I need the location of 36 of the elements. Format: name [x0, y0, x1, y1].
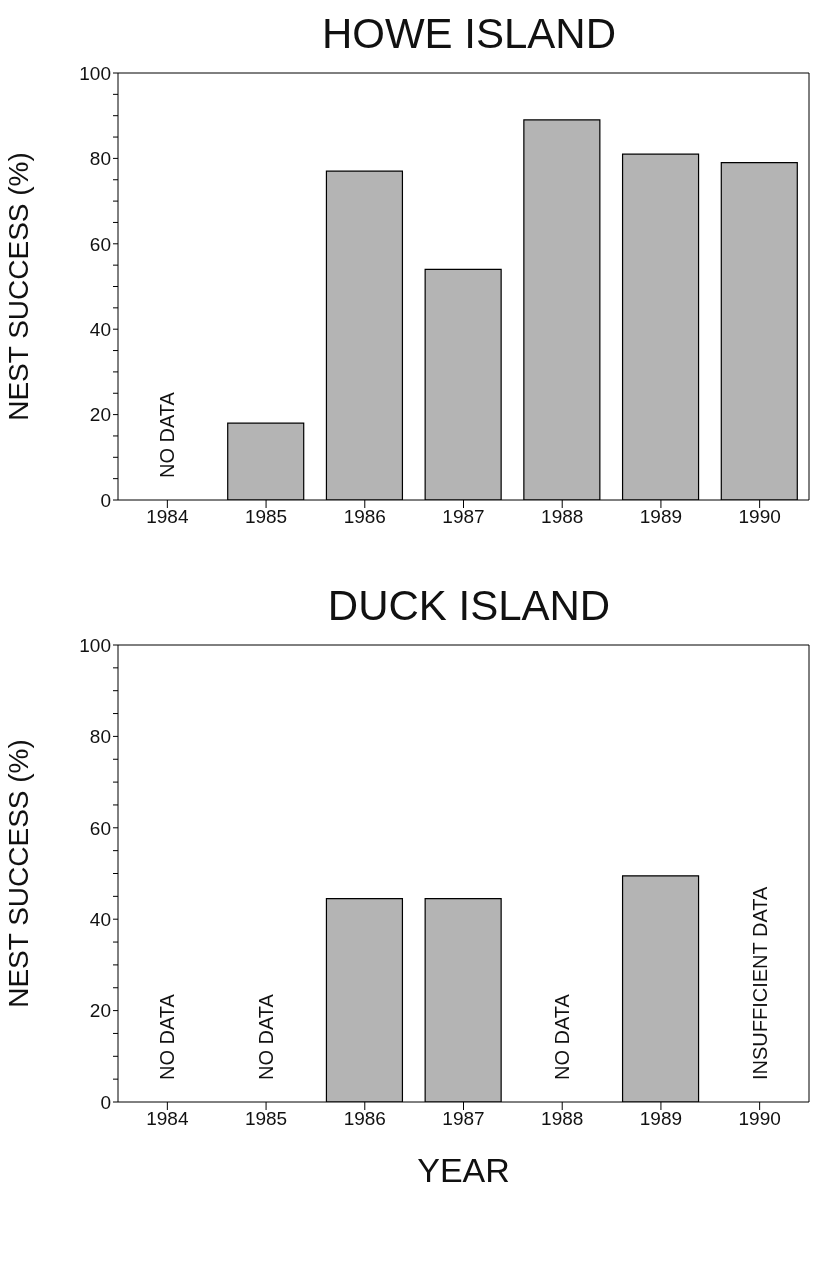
x-tick-label: 1988 [541, 1108, 584, 1130]
annotation: INSUFFICIENT DATA [748, 886, 771, 1080]
y-tick-label: 40 [89, 318, 111, 340]
y-tick-label: 60 [89, 817, 111, 839]
annotation: NO DATA [156, 993, 179, 1080]
x-tick-label: 1990 [738, 1108, 781, 1130]
y-tick-label: 0 [100, 1091, 111, 1113]
x-tick-label: 1987 [442, 506, 485, 528]
y-axis-title: NEST SUCCESS (%) [2, 152, 34, 421]
annotation: NO DATA [255, 993, 278, 1080]
x-tick-label: 1984 [146, 506, 189, 528]
y-tick-label: 100 [79, 62, 111, 84]
annotation: NO DATA [156, 391, 179, 478]
x-tick-label: 1987 [442, 1108, 485, 1130]
x-tick-label: 1989 [639, 506, 683, 528]
x-tick-label: 1984 [146, 1108, 189, 1130]
x-tick-label: 1990 [738, 506, 781, 528]
y-tick-label: 0 [100, 489, 111, 511]
chart-title: DUCK ISLAND [326, 581, 612, 631]
x-axis-title: YEAR [417, 1151, 510, 1189]
x-tick-label: 1986 [343, 506, 386, 528]
y-tick-label: 80 [89, 726, 111, 748]
x-tick-label: 1989 [639, 1108, 683, 1130]
x-tick-label: 1986 [343, 1108, 386, 1130]
y-tick-label: 20 [89, 1000, 111, 1022]
y-tick-label: 60 [89, 233, 111, 255]
y-axis-title: NEST SUCCESS (%) [2, 739, 34, 1008]
y-tick-label: 20 [89, 404, 111, 426]
x-tick-label: 1985 [244, 1108, 288, 1130]
y-tick-label: 100 [79, 634, 111, 656]
chart-title: HOWE ISLAND [320, 9, 617, 59]
annotation: NO DATA [551, 993, 574, 1080]
x-tick-label: 1985 [244, 506, 288, 528]
x-tick-label: 1988 [541, 506, 584, 528]
y-tick-label: 80 [89, 148, 111, 170]
y-tick-label: 40 [89, 908, 111, 930]
